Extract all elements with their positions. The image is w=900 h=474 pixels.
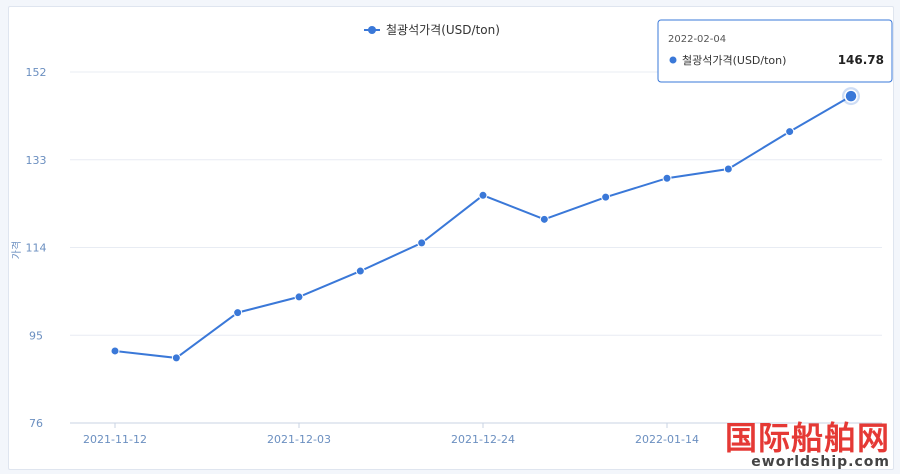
tooltip-value: 146.78 bbox=[838, 53, 884, 67]
y-tick-label: 133 bbox=[26, 154, 47, 167]
x-tick-label: 2021-12-24 bbox=[451, 433, 515, 446]
x-tick-label: 2021-11-12 bbox=[83, 433, 147, 446]
legend-label: 철광석가격(USD/ton) bbox=[386, 23, 500, 37]
y-axis-label: 가격 bbox=[10, 241, 23, 259]
data-point[interactable] bbox=[417, 238, 427, 248]
data-point[interactable] bbox=[844, 89, 858, 103]
watermark-url: eworldship.com bbox=[751, 454, 890, 470]
grid-lines bbox=[70, 71, 882, 424]
tooltip-series: 철광석가격(USD/ton) bbox=[682, 54, 786, 67]
legend[interactable]: 철광석가격(USD/ton) bbox=[364, 23, 500, 37]
data-point[interactable] bbox=[478, 190, 488, 200]
data-point[interactable] bbox=[723, 164, 733, 174]
data-point[interactable] bbox=[601, 192, 611, 202]
y-tick-label: 95 bbox=[29, 329, 43, 342]
data-point[interactable] bbox=[233, 308, 243, 318]
legend-dot-marker bbox=[368, 26, 376, 34]
data-points bbox=[110, 87, 860, 363]
x-tick-label: 2022-01-14 bbox=[635, 433, 699, 446]
tooltip-marker bbox=[669, 56, 677, 64]
y-tick-label: 76 bbox=[29, 417, 43, 430]
data-point[interactable] bbox=[539, 214, 549, 224]
data-point[interactable] bbox=[355, 266, 365, 276]
y-tick-label: 152 bbox=[26, 66, 47, 79]
data-point[interactable] bbox=[171, 353, 181, 363]
tooltip-date: 2022-02-04 bbox=[668, 34, 726, 45]
series-line bbox=[114, 95, 852, 359]
watermark: 国际船舶网 eworldship.com bbox=[725, 421, 890, 470]
data-point[interactable] bbox=[662, 173, 672, 183]
x-tick-label: 2021-12-03 bbox=[267, 433, 331, 446]
tooltip-box bbox=[657, 19, 893, 83]
data-point[interactable] bbox=[110, 346, 120, 356]
x-tick-labels: 2021-11-12 2021-12-03 2021-12-24 2022-01-14 bbox=[83, 423, 699, 446]
y-tick-label: 114 bbox=[26, 242, 47, 255]
y-tick-labels: 76 95 114 133 152 bbox=[26, 66, 47, 430]
chart-frame bbox=[8, 6, 894, 470]
watermark-title: 国际船舶网 bbox=[724, 419, 890, 457]
tooltip: 2022-02-04 철광석가격(USD/ton) 146.78 bbox=[657, 19, 893, 83]
data-point[interactable] bbox=[294, 292, 304, 302]
data-point[interactable] bbox=[785, 127, 795, 137]
